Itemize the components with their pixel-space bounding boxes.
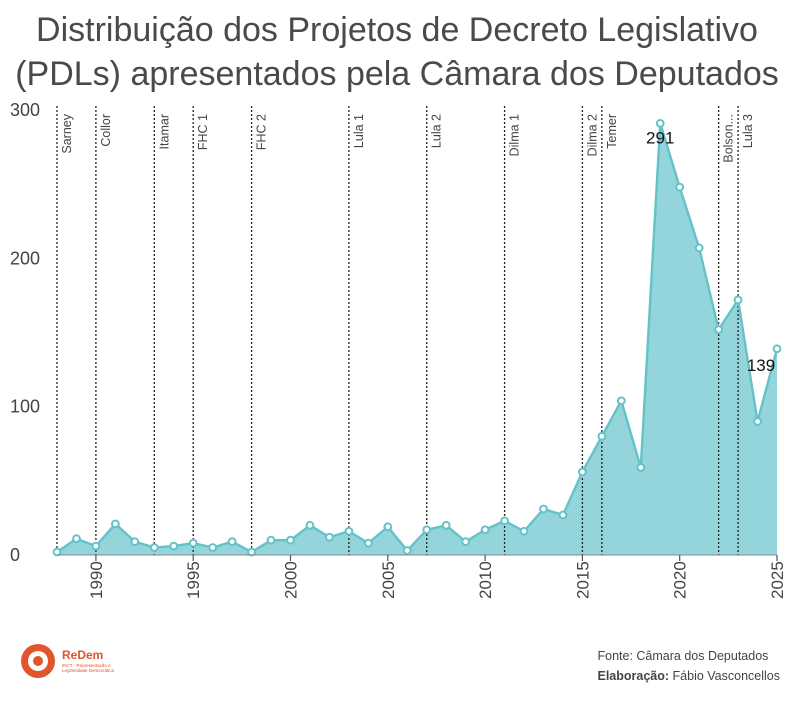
data-point: [286, 535, 295, 545]
credit-label: Elaboração:: [597, 669, 670, 683]
data-point: [480, 525, 490, 535]
data-label: 291: [646, 128, 674, 147]
data-point: [91, 541, 101, 551]
x-tick-label: 2015: [573, 561, 592, 599]
data-point: [578, 467, 587, 477]
x-tick-label: 2025: [768, 561, 787, 599]
data-point: [325, 532, 334, 542]
redem-logo-icon: [21, 644, 55, 678]
data-point: [227, 537, 237, 547]
data-point: [363, 538, 373, 548]
data-point: [733, 295, 743, 305]
chart-title-line-1: Distribuição dos Projetos de Decreto Leg…: [36, 11, 758, 49]
data-point: [305, 520, 315, 530]
data-point: [441, 520, 451, 530]
data-point: [655, 118, 665, 128]
data-point: [558, 510, 568, 520]
data-point: [344, 526, 354, 536]
presidency-label: Lula 3: [741, 114, 755, 148]
credit-text: Elaboração: Fábio Vasconcellos: [597, 666, 780, 686]
presidency-label: Dilma 2: [585, 114, 599, 156]
data-point: [714, 325, 724, 334]
data-point: [500, 516, 509, 526]
data-point: [422, 525, 432, 535]
data-point: [72, 534, 81, 544]
data-point: [130, 537, 140, 547]
data-label: 139: [747, 356, 775, 375]
x-tick-label: 2020: [671, 561, 690, 599]
presidency-label: Bolson...: [722, 114, 736, 163]
presidency-label: Temer: [605, 114, 619, 149]
presidency-label: Lula 2: [430, 114, 444, 148]
data-point: [539, 504, 548, 514]
y-tick-label: 100: [10, 397, 40, 417]
presidency-label: FHC 1: [196, 114, 210, 150]
data-point: [616, 396, 626, 406]
source-block: Fonte: Câmara dos Deputados Elaboração: …: [597, 646, 780, 686]
data-point: [636, 463, 646, 472]
y-tick-label: 300: [10, 100, 40, 120]
source-text: Fonte: Câmara dos Deputados: [597, 649, 769, 663]
chart-title-line-2: (PDLs) apresentados pela Câmara dos Depu…: [15, 55, 779, 93]
y-tick-label: 200: [10, 248, 40, 268]
redem-logo-subtitle: INCT · Representação e Legitimidade Demo…: [62, 663, 115, 673]
data-point: [247, 547, 256, 557]
redem-logo: ReDem INCT · Representação e Legitimidad…: [18, 638, 128, 686]
data-point: [149, 543, 159, 552]
x-tick-label: 2000: [282, 561, 301, 599]
x-tick-label: 2005: [379, 561, 398, 599]
data-point: [383, 522, 393, 532]
data-point: [402, 546, 412, 555]
redem-logo-name: ReDem: [62, 648, 104, 662]
data-point: [772, 344, 782, 354]
data-point: [753, 417, 762, 426]
presidency-label: FHC 2: [255, 114, 269, 150]
data-point: [52, 547, 62, 557]
data-point: [694, 243, 704, 253]
presidency-label: Sarney: [60, 113, 74, 153]
data-point: [169, 541, 179, 551]
presidency-label: Itamar: [157, 114, 171, 149]
data-point: [208, 543, 218, 552]
x-tick-label: 1990: [87, 561, 106, 599]
presidency-label: Collor: [99, 114, 113, 147]
data-point: [675, 182, 685, 192]
data-point: [110, 519, 120, 529]
chart-title: Distribuição dos Projetos de Decreto Leg…: [0, 8, 794, 96]
credit-name: Fábio Vasconcellos: [672, 669, 780, 683]
data-point: [188, 538, 198, 548]
x-tick-label: 1995: [184, 561, 203, 599]
data-point: [266, 535, 276, 545]
data-point: [461, 537, 471, 547]
x-tick-label: 2010: [476, 561, 495, 599]
presidency-label: Lula 1: [352, 114, 366, 148]
area-fill: [57, 123, 777, 555]
data-point: [519, 526, 529, 536]
presidency-label: Dilma 1: [508, 114, 522, 156]
y-tick-label: 0: [10, 545, 20, 565]
data-point: [597, 431, 607, 441]
